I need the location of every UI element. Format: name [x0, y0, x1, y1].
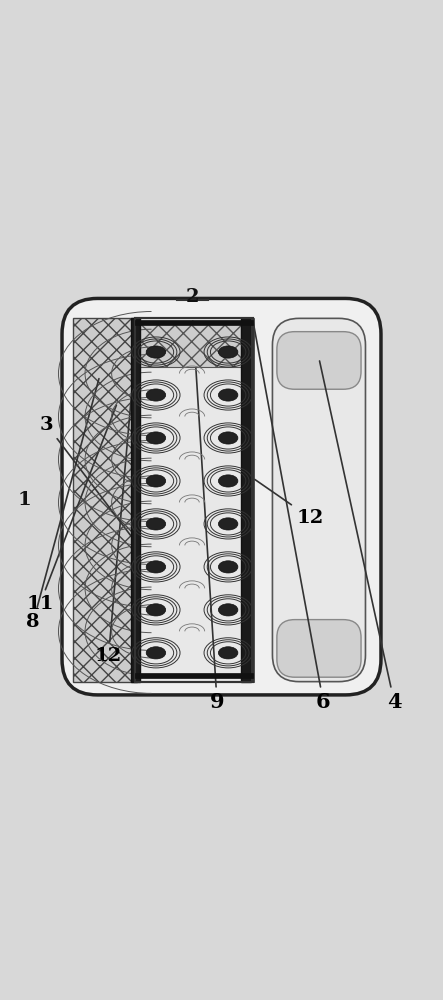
Text: 6: 6 [253, 321, 331, 712]
Ellipse shape [218, 475, 238, 487]
Ellipse shape [218, 647, 238, 659]
Ellipse shape [218, 604, 238, 616]
FancyBboxPatch shape [277, 332, 361, 389]
Ellipse shape [146, 389, 166, 401]
Text: 9: 9 [193, 321, 225, 712]
Text: 3: 3 [40, 416, 136, 542]
FancyBboxPatch shape [277, 620, 361, 677]
Bar [131, 318, 140, 682]
Text: 4: 4 [319, 361, 402, 712]
Text: 2: 2 [186, 288, 199, 306]
Bar [135, 318, 253, 682]
FancyBboxPatch shape [62, 298, 381, 695]
Bar [135, 673, 253, 678]
Ellipse shape [218, 346, 238, 358]
Bar [251, 318, 254, 682]
FancyBboxPatch shape [272, 318, 365, 682]
Ellipse shape [146, 432, 166, 444]
Bar [137, 323, 241, 367]
Ellipse shape [146, 561, 166, 573]
Ellipse shape [146, 518, 166, 530]
Text: 12: 12 [95, 357, 135, 665]
Bar [135, 320, 253, 325]
Ellipse shape [218, 518, 238, 530]
Bar [241, 318, 251, 682]
Text: 1: 1 [17, 491, 31, 509]
Text: 8: 8 [27, 379, 99, 631]
Ellipse shape [146, 604, 166, 616]
Ellipse shape [146, 346, 166, 358]
Text: 12: 12 [255, 479, 324, 527]
Bar [135, 318, 253, 682]
Text: 11: 11 [26, 405, 117, 613]
Ellipse shape [218, 561, 238, 573]
Ellipse shape [218, 432, 238, 444]
Ellipse shape [146, 475, 166, 487]
Bar [73, 318, 137, 682]
Ellipse shape [218, 389, 238, 401]
Ellipse shape [146, 647, 166, 659]
